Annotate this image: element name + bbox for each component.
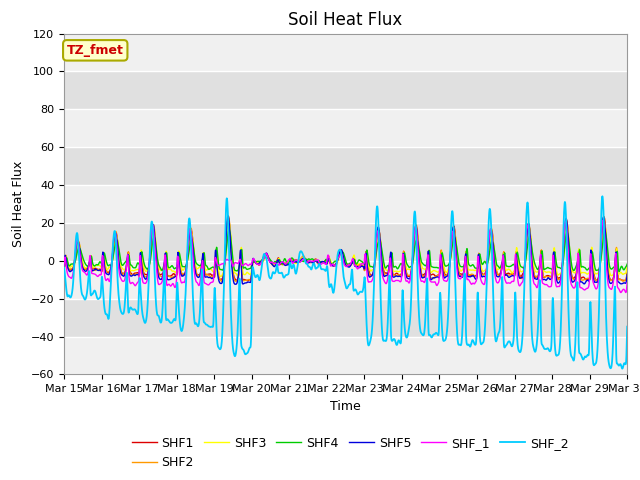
SHF_2 — [623, 324, 631, 330]
SHF_1 — [374, 228, 382, 234]
SHF_2 — [589, 359, 597, 364]
SHF5 — [589, 276, 597, 281]
SHF3 — [362, 250, 370, 256]
SHF5 — [217, 281, 225, 287]
SHF4 — [574, 258, 582, 264]
SHF_1 — [362, 255, 370, 261]
Line: SHF3: SHF3 — [64, 222, 627, 276]
Line: SHF_2: SHF_2 — [64, 196, 627, 369]
Line: SHF4: SHF4 — [64, 229, 627, 272]
SHF4 — [60, 263, 68, 269]
SHF2 — [509, 272, 517, 277]
SHF_1 — [217, 262, 225, 267]
SHF4 — [623, 261, 631, 267]
SHF5 — [375, 225, 383, 230]
SHF5 — [510, 273, 518, 279]
Bar — [64, 336, 627, 374]
SHF4 — [374, 239, 382, 245]
SHF3 — [218, 274, 225, 279]
Bar — [64, 72, 627, 109]
SHF3 — [60, 264, 68, 270]
SHF3 — [623, 263, 631, 269]
SHF1 — [574, 260, 582, 266]
SHF1 — [589, 267, 597, 273]
SHF_1 — [573, 259, 581, 264]
SHF1 — [600, 214, 608, 220]
SHF4 — [615, 269, 623, 275]
SHF_2 — [362, 301, 370, 307]
SHF2 — [60, 267, 68, 273]
Y-axis label: Soil Heat Flux: Soil Heat Flux — [12, 161, 25, 247]
Bar — [64, 147, 627, 185]
SHF5 — [574, 254, 582, 260]
SHF4 — [509, 262, 517, 267]
SHF5 — [60, 264, 68, 269]
SHF_1 — [622, 289, 630, 295]
SHF2 — [623, 270, 631, 276]
SHF3 — [589, 264, 597, 270]
SHF2 — [594, 278, 602, 284]
SHF1 — [244, 278, 252, 284]
Bar — [64, 185, 627, 223]
Line: SHF1: SHF1 — [64, 217, 627, 281]
SHF_2 — [618, 366, 626, 372]
SHF3 — [574, 257, 582, 263]
SHF_1 — [600, 217, 607, 223]
X-axis label: Time: Time — [330, 400, 361, 413]
SHF3 — [217, 274, 225, 279]
SHF4 — [362, 253, 370, 259]
SHF_2 — [217, 345, 225, 350]
SHF_1 — [509, 279, 517, 285]
Bar — [64, 261, 627, 299]
Title: Soil Heat Flux: Soil Heat Flux — [289, 11, 403, 29]
SHF3 — [510, 268, 518, 274]
SHF2 — [362, 249, 370, 255]
SHF1 — [60, 264, 68, 270]
SHF5 — [623, 272, 631, 277]
SHF_2 — [598, 193, 606, 199]
SHF5 — [232, 281, 239, 287]
SHF5 — [362, 253, 370, 259]
SHF_2 — [573, 279, 581, 285]
Line: SHF5: SHF5 — [64, 216, 627, 284]
SHF1 — [217, 276, 225, 282]
Text: TZ_fmet: TZ_fmet — [67, 44, 124, 57]
SHF_1 — [623, 279, 631, 285]
SHF4 — [225, 227, 233, 232]
Bar — [64, 299, 627, 336]
SHF2 — [589, 268, 597, 274]
Bar — [64, 223, 627, 261]
SHF3 — [375, 230, 383, 236]
SHF2 — [574, 260, 582, 266]
SHF_2 — [60, 264, 68, 270]
Bar — [64, 34, 627, 72]
SHF1 — [374, 228, 382, 234]
Legend: SHF1, SHF2, SHF3, SHF4, SHF5, SHF_1, SHF_2: SHF1, SHF2, SHF3, SHF4, SHF5, SHF_1, SHF… — [127, 432, 573, 474]
SHF1 — [509, 271, 517, 276]
SHF_2 — [509, 339, 517, 345]
SHF1 — [362, 249, 370, 254]
SHF5 — [224, 213, 232, 219]
Line: SHF2: SHF2 — [64, 216, 627, 281]
Line: SHF_1: SHF_1 — [64, 220, 627, 292]
SHF4 — [589, 254, 597, 260]
SHF2 — [217, 278, 225, 284]
Bar — [64, 109, 627, 147]
SHF3 — [225, 219, 233, 225]
SHF_2 — [374, 213, 382, 219]
SHF4 — [217, 266, 225, 272]
SHF_1 — [589, 279, 597, 285]
SHF_1 — [60, 263, 68, 269]
SHF1 — [623, 269, 631, 275]
SHF2 — [374, 228, 382, 233]
SHF2 — [225, 213, 232, 219]
